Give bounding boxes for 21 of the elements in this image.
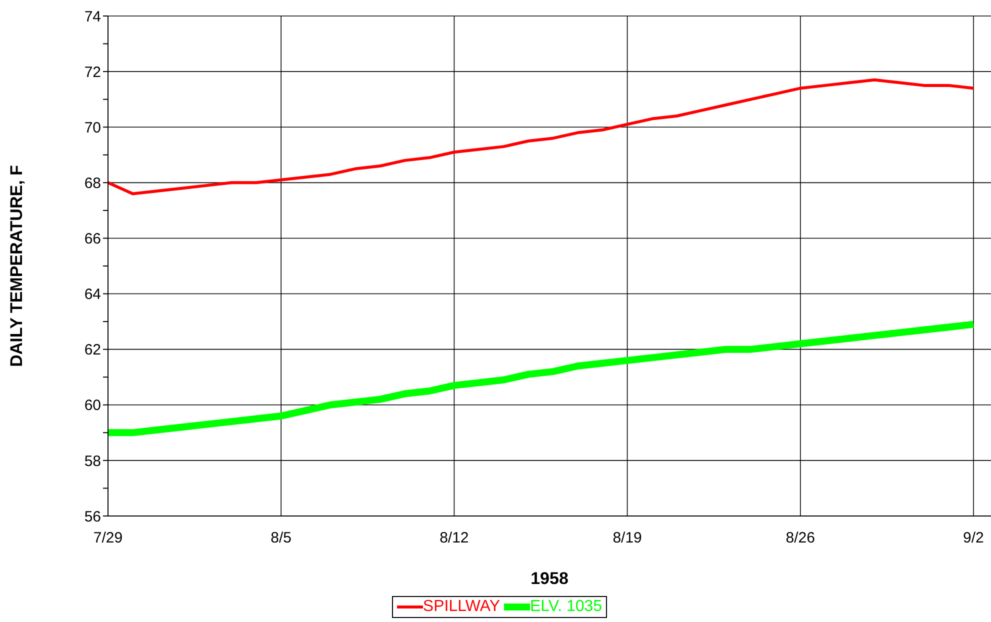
x-tick-label: 8/19: [612, 530, 642, 547]
y-axis-title: DAILY TEMPERATURE, F: [7, 165, 26, 367]
y-tick-label: 66: [84, 230, 101, 248]
y-tick-label: 74: [84, 8, 101, 26]
x-tick-label: 8/26: [786, 530, 815, 547]
line-series: [108, 78, 975, 196]
legend-label: SPILLWAY: [422, 598, 500, 616]
legend-label: ELV. 1035: [528, 598, 602, 616]
x-tick-label: 8/5: [270, 530, 292, 547]
y-tick-label: 58: [84, 452, 101, 470]
y-tick-label: 62: [84, 342, 101, 359]
x-tick-label: 7/29: [93, 530, 123, 547]
y-tick-label: 56: [84, 508, 101, 526]
y-tick-label: 70: [84, 119, 101, 136]
y-tick-label: 60: [84, 397, 101, 414]
x-axis-title: 1958: [530, 569, 568, 588]
y-tick-label: 72: [84, 64, 101, 81]
y-tick-label: 68: [84, 174, 101, 192]
y-tick-label: 64: [84, 286, 101, 304]
x-tick-label: 9/2: [963, 530, 984, 547]
x-tick-label: 8/12: [440, 530, 469, 547]
